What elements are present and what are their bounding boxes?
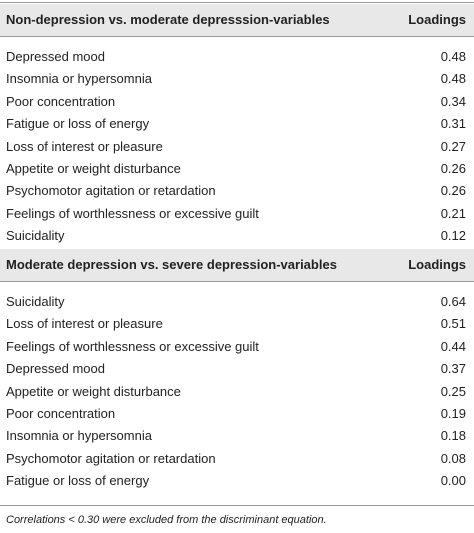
variable: Appetite or weight disturbance — [6, 383, 181, 399]
loading: 0.25 — [440, 383, 466, 399]
variable: Psychomotor agitation or retardation — [6, 183, 216, 199]
variable: Insomnia or hypersomnia — [6, 428, 152, 444]
loading: 0.12 — [440, 228, 466, 244]
loading: 0.37 — [440, 361, 466, 377]
variable: Appetite or weight disturbance — [6, 161, 181, 176]
loading: 0.34 — [440, 93, 466, 109]
rule — [0, 2, 474, 3]
variable: Suicidality — [6, 294, 65, 309]
loading: 0.51 — [440, 316, 466, 332]
loading: 0.08 — [440, 450, 466, 466]
variable: Depressed mood — [6, 361, 105, 377]
variable: Depressed mood — [6, 49, 105, 64]
variable: Fatigue or loss of energy — [6, 116, 150, 132]
rule — [0, 505, 474, 506]
variable: Suicidality — [6, 228, 65, 244]
variable: Loss of interest or pleasure — [6, 316, 163, 332]
header-loadings: Loadings — [408, 12, 466, 27]
loading: 0.48 — [440, 71, 466, 87]
variable: Loss of interest or pleasure — [6, 138, 163, 154]
variable: Feelings of worthlessness or excessive g… — [6, 205, 259, 221]
header-bar — [0, 249, 474, 281]
variable: Insomnia or hypersomnia — [6, 71, 152, 87]
variable: Fatigue or loss of energy — [6, 473, 150, 489]
rule — [0, 281, 474, 282]
header-variable: Moderate depression vs. severe depressio… — [6, 257, 337, 272]
variable: Feelings of worthlessness or excessive g… — [6, 338, 259, 354]
loading: 0.48 — [440, 49, 466, 64]
loading: 0.64 — [440, 294, 466, 309]
loading: 0.18 — [440, 428, 466, 444]
footnote: Correlations < 0.30 were excluded from t… — [6, 514, 327, 526]
rule — [0, 36, 474, 37]
header-loadings: Loadings — [408, 257, 466, 272]
variable: Poor concentration — [6, 406, 116, 421]
header-variable: Non-depression vs. moderate depresssion-… — [6, 12, 330, 27]
loading: 0.31 — [440, 116, 466, 132]
header-bar — [0, 4, 474, 36]
variable: Psychomotor agitation or retardation — [6, 450, 216, 466]
loading: 0.26 — [440, 161, 466, 176]
loading: 0.27 — [440, 138, 466, 154]
loading: 0.21 — [440, 205, 466, 221]
loading: 0.19 — [440, 406, 466, 421]
loading: 0.44 — [440, 338, 466, 354]
loading: 0.26 — [440, 183, 466, 199]
variable: Poor concentration — [6, 93, 116, 109]
loading: 0.00 — [440, 473, 466, 489]
